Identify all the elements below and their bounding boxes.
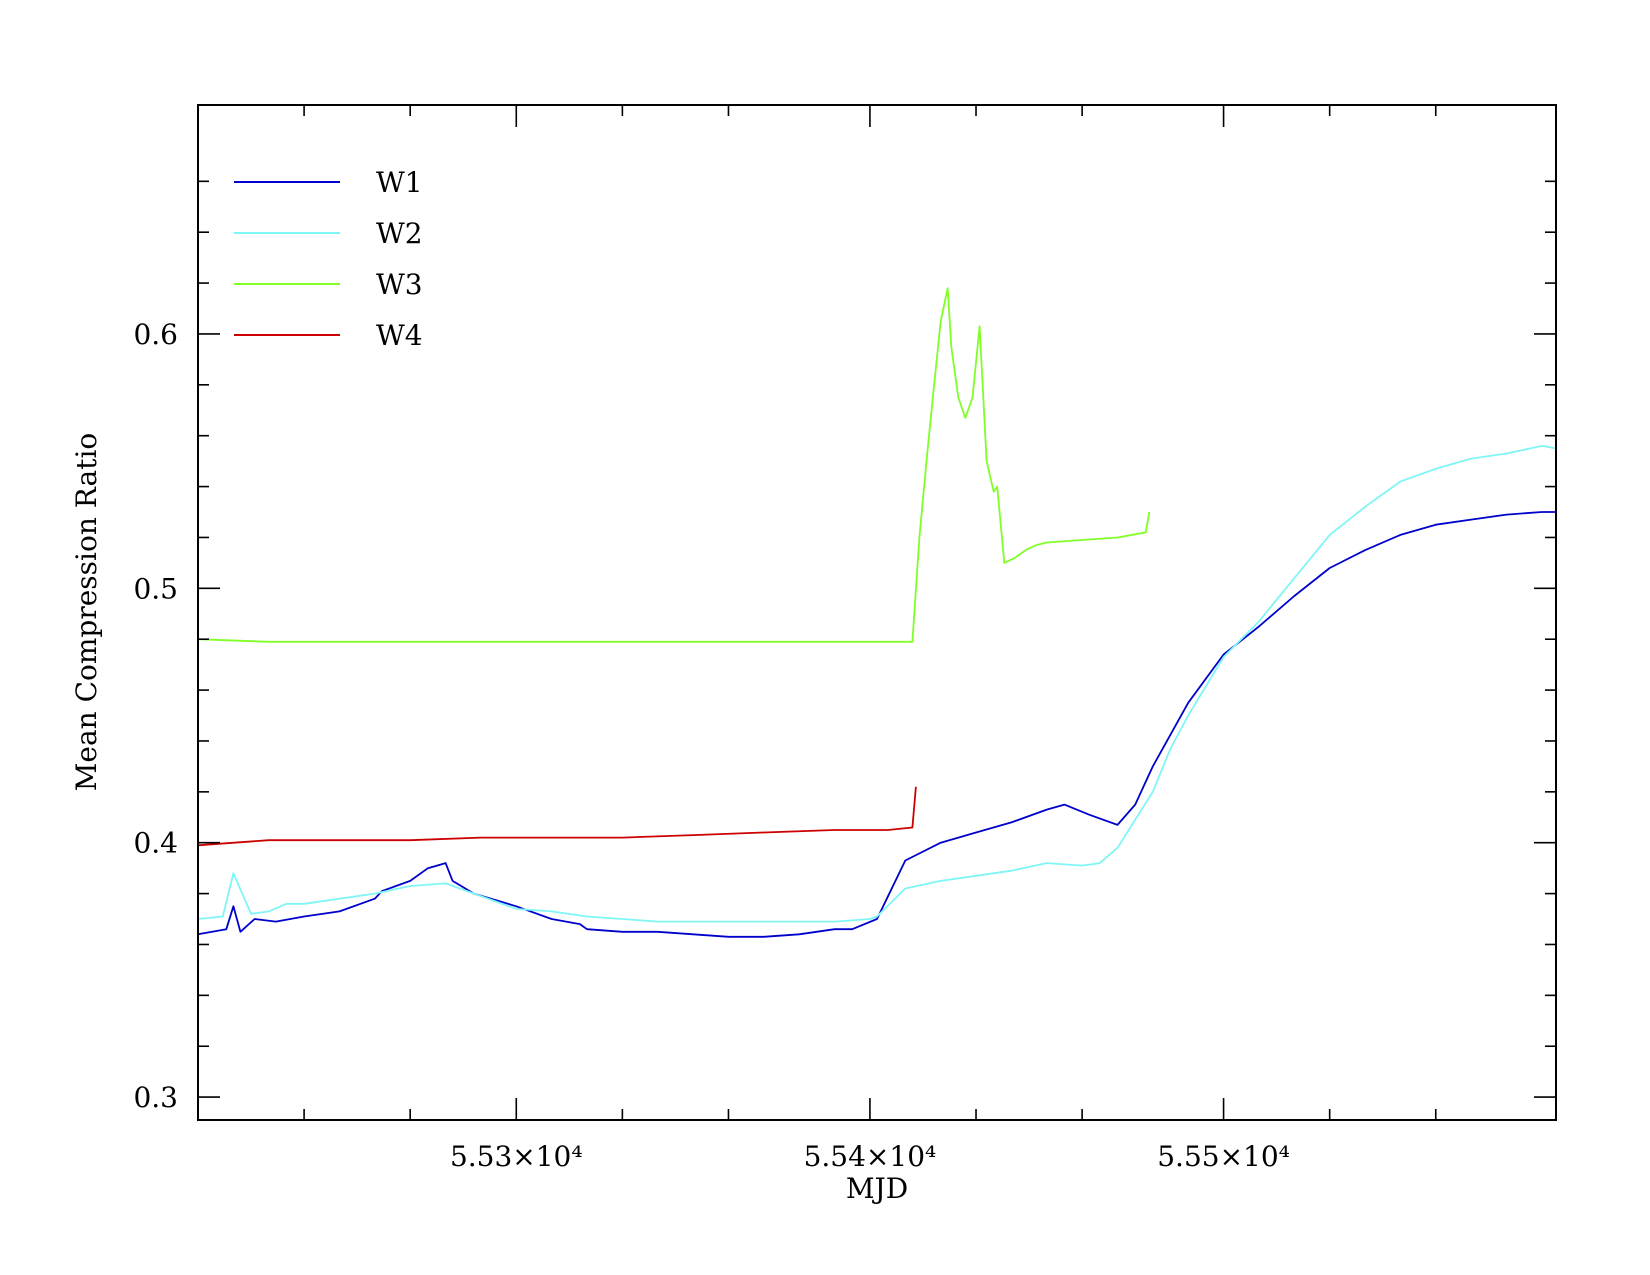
y-tick-label: 0.4 bbox=[133, 827, 178, 860]
x-tick-label: 5.54×10⁴ bbox=[804, 1140, 937, 1173]
y-tick-label: 0.6 bbox=[133, 318, 178, 351]
y-tick-label: 0.5 bbox=[133, 572, 178, 605]
series-line-w1 bbox=[197, 511, 1556, 938]
plot-area bbox=[197, 287, 1557, 938]
tick-labels: 5.53×10⁴ 5.54×10⁴ 5.55×10⁴ 0.3 0.4 0.5 0.6 bbox=[133, 318, 1289, 1173]
series-line-w3 bbox=[197, 287, 1151, 643]
legend: W1 W2 W3 W4 bbox=[234, 166, 423, 352]
x-tick-label: 5.55×10⁴ bbox=[1157, 1140, 1290, 1173]
series-line-w2 bbox=[197, 444, 1557, 923]
legend-label-w4: W4 bbox=[376, 319, 423, 352]
legend-label-w2: W2 bbox=[376, 217, 423, 250]
legend-label-w3: W3 bbox=[376, 268, 423, 301]
x-axis-title: MJD bbox=[846, 1172, 908, 1205]
series-line-w4 bbox=[197, 786, 917, 847]
y-tick-label: 0.3 bbox=[133, 1081, 178, 1114]
plot-frame bbox=[197, 104, 1557, 1121]
legend-label-w1: W1 bbox=[376, 166, 423, 199]
x-tick-label: 5.53×10⁴ bbox=[450, 1140, 583, 1173]
y-axis-title: Mean Compression Ratio bbox=[70, 433, 103, 792]
axis-ticks bbox=[198, 105, 1556, 1120]
